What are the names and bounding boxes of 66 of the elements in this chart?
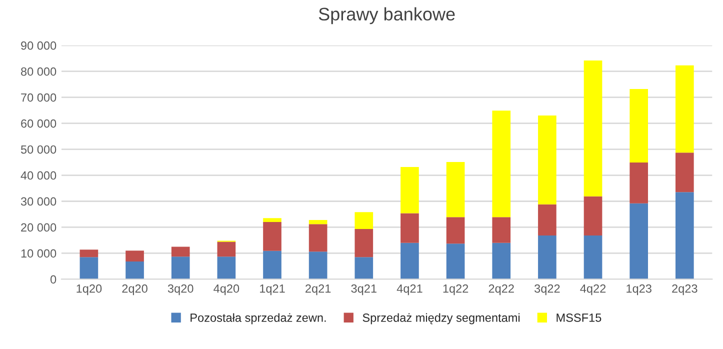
bar xyxy=(446,217,465,244)
y-tick-label: 40 000 xyxy=(20,171,56,180)
x-tick-label: 3q20 xyxy=(168,284,194,296)
y-tick-label: 30 000 xyxy=(20,197,56,206)
y-tick-label: 70 000 xyxy=(21,93,56,102)
chart-title: Sprawy bankowe xyxy=(318,7,455,24)
bar xyxy=(630,203,648,280)
x-tick-label: 4q20 xyxy=(214,284,240,296)
legend-label: Sprzedaż między segmentami xyxy=(362,313,520,324)
bar xyxy=(263,250,282,280)
x-tick-label: 4q21 xyxy=(396,284,422,296)
bar xyxy=(630,162,648,204)
x-tick-label: 1q23 xyxy=(626,284,652,296)
bar xyxy=(400,166,419,214)
bar xyxy=(492,110,511,218)
bar xyxy=(675,152,694,192)
bar xyxy=(80,250,98,258)
bar xyxy=(538,204,556,236)
bar xyxy=(584,60,602,196)
y-tick-label: 50 000 xyxy=(20,145,56,154)
x-tick-label: 1q22 xyxy=(443,284,468,296)
bar xyxy=(354,212,374,230)
bar xyxy=(446,244,465,280)
x-tick-label: 4q22 xyxy=(580,284,606,296)
y-tick-label: 20 000 xyxy=(21,223,56,232)
bar xyxy=(263,218,282,222)
bar xyxy=(126,250,144,262)
x-tick-label: 1q20 xyxy=(76,284,102,296)
bar xyxy=(171,246,190,257)
bar xyxy=(126,262,144,280)
bar xyxy=(308,224,328,252)
x-tick-label: 2q23 xyxy=(672,284,698,296)
bar xyxy=(675,65,694,153)
y-tick-label: 60 000 xyxy=(21,119,56,128)
x-tick-label: 2q22 xyxy=(488,284,514,296)
y-tick-label: 0 xyxy=(50,275,56,284)
bar xyxy=(446,162,465,218)
x-tick-label: 2q20 xyxy=(122,284,148,296)
bar xyxy=(354,257,374,280)
bar xyxy=(584,196,602,236)
bar xyxy=(80,257,98,280)
bar xyxy=(400,242,419,280)
bar xyxy=(492,242,511,280)
bar xyxy=(171,256,190,280)
x-tick-label: 3q21 xyxy=(351,284,376,296)
y-tick-label: 90 000 xyxy=(21,41,56,50)
bar xyxy=(354,229,374,258)
legend-label: MSSF15 xyxy=(556,314,602,322)
bar xyxy=(217,242,236,257)
bar xyxy=(584,236,602,280)
bar xyxy=(308,252,328,280)
bar xyxy=(308,220,328,224)
x-tick-label: 2q21 xyxy=(306,284,331,296)
bar xyxy=(538,236,556,280)
x-tick-label: 3q22 xyxy=(534,284,560,296)
bar xyxy=(538,116,556,204)
bar xyxy=(630,89,648,163)
bar xyxy=(492,217,511,243)
bar xyxy=(675,192,694,280)
bar xyxy=(263,222,282,251)
y-tick-label: 80 000 xyxy=(21,67,56,76)
y-tick-label: 10 000 xyxy=(21,249,56,258)
legend-label: Pozostała sprzedaż zewn. xyxy=(190,313,326,324)
bar xyxy=(217,256,236,280)
bar xyxy=(400,213,419,243)
x-tick-label: 1q21 xyxy=(260,284,285,296)
